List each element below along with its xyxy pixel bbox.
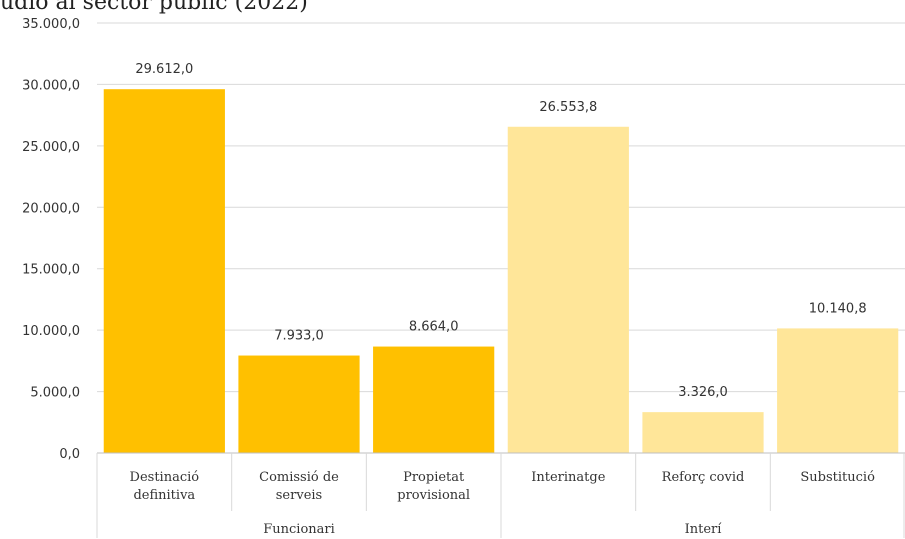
- y-axis: 0,0 5.000,0 10.000,0 15.000,0 20.000,0 25.000…: [22, 17, 80, 462]
- bar: [642, 412, 764, 453]
- x-category-label: provisional: [397, 488, 470, 503]
- x-category-label: Substitució: [800, 470, 875, 485]
- x-category-label: definitiva: [133, 488, 195, 503]
- bars: 29.612,0 7.933,0 8.664,0 26.553,8 3.326,0 10.…: [103, 62, 899, 453]
- x-category-label: Propietat: [403, 470, 465, 485]
- bar: [373, 346, 495, 453]
- x-group-label: Interí: [685, 522, 723, 537]
- y-tick-label: 20.000,0: [22, 201, 80, 216]
- x-category-label: Reforç covid: [662, 470, 745, 485]
- bar: [507, 126, 629, 453]
- data-label: 3.326,0: [678, 385, 728, 400]
- data-label: 26.553,8: [539, 100, 597, 115]
- bar: [238, 355, 360, 453]
- data-label: 8.664,0: [409, 320, 459, 335]
- y-tick-label: 0,0: [59, 447, 80, 462]
- y-tick-label: 25.000,0: [22, 140, 80, 155]
- x-group-label: Funcionari: [263, 522, 335, 537]
- data-label: 7.933,0: [274, 329, 324, 344]
- data-label: 10.140,8: [809, 301, 867, 316]
- y-tick-label: 5.000,0: [30, 386, 80, 401]
- x-axis: Destinació definitiva Comissió de serveis Pr…: [96, 452, 905, 538]
- bar: [103, 89, 225, 453]
- x-category-label: Comissió de: [259, 470, 339, 485]
- gridlines: [97, 22, 905, 393]
- chart-title: udio al sector públic (2022): [0, 0, 308, 15]
- x-category-label: Destinació: [130, 470, 200, 485]
- x-category-label: serveis: [276, 488, 322, 503]
- y-tick-label: 15.000,0: [22, 263, 80, 278]
- data-label: 29.612,0: [135, 62, 193, 77]
- bar: [777, 328, 899, 453]
- y-tick-label: 35.000,0: [22, 17, 80, 32]
- y-tick-label: 30.000,0: [22, 78, 80, 93]
- y-tick-label: 10.000,0: [22, 324, 80, 339]
- x-category-label: Interinatge: [531, 470, 605, 485]
